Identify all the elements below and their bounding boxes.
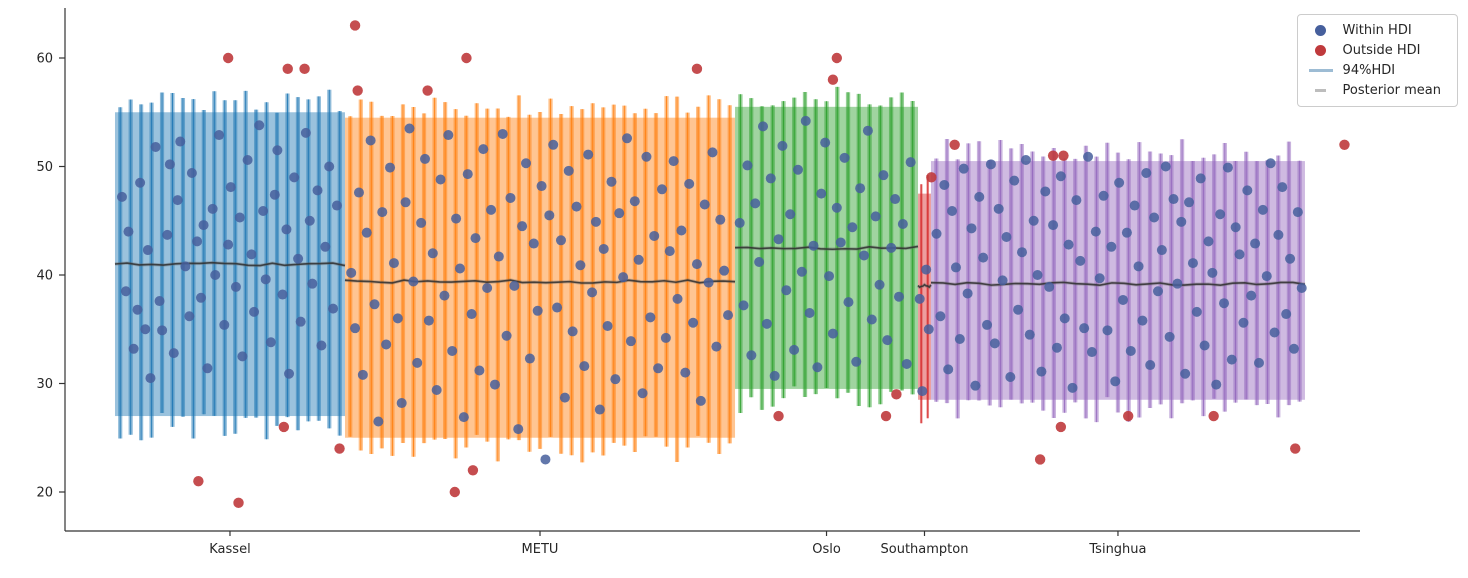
legend-item-hdi-band: 94%HDI [1308, 64, 1441, 77]
svg-text:30: 30 [36, 377, 53, 392]
legend-item-within-hdi: Within HDI [1308, 24, 1441, 37]
outside-hdi-dot-icon [1308, 45, 1334, 56]
legend: Within HDI Outside HDI 94%HDI Posterior … [1296, 14, 1458, 107]
legend-label-posterior-mean: Posterior mean [1342, 83, 1441, 98]
svg-text:20: 20 [36, 486, 53, 501]
svg-text:Oslo: Oslo [812, 542, 841, 557]
svg-text:50: 50 [36, 160, 53, 175]
legend-item-posterior-mean: Posterior mean [1308, 84, 1441, 97]
posterior-mean-dash-icon [1308, 89, 1334, 92]
svg-text:Southampton: Southampton [881, 542, 969, 557]
svg-text:Kassel: Kassel [209, 542, 250, 557]
svg-text:40: 40 [36, 269, 53, 284]
legend-item-outside-hdi: Outside HDI [1308, 44, 1441, 57]
legend-label-within-hdi: Within HDI [1342, 23, 1412, 38]
within-hdi-dot-icon [1308, 25, 1334, 36]
svg-text:Tsinghua: Tsinghua [1088, 542, 1146, 557]
svg-text:METU: METU [522, 542, 559, 557]
hdi-line-icon [1308, 69, 1334, 72]
legend-label-outside-hdi: Outside HDI [1342, 43, 1421, 58]
svg-text:60: 60 [36, 52, 53, 67]
legend-label-hdi-band: 94%HDI [1342, 63, 1396, 78]
